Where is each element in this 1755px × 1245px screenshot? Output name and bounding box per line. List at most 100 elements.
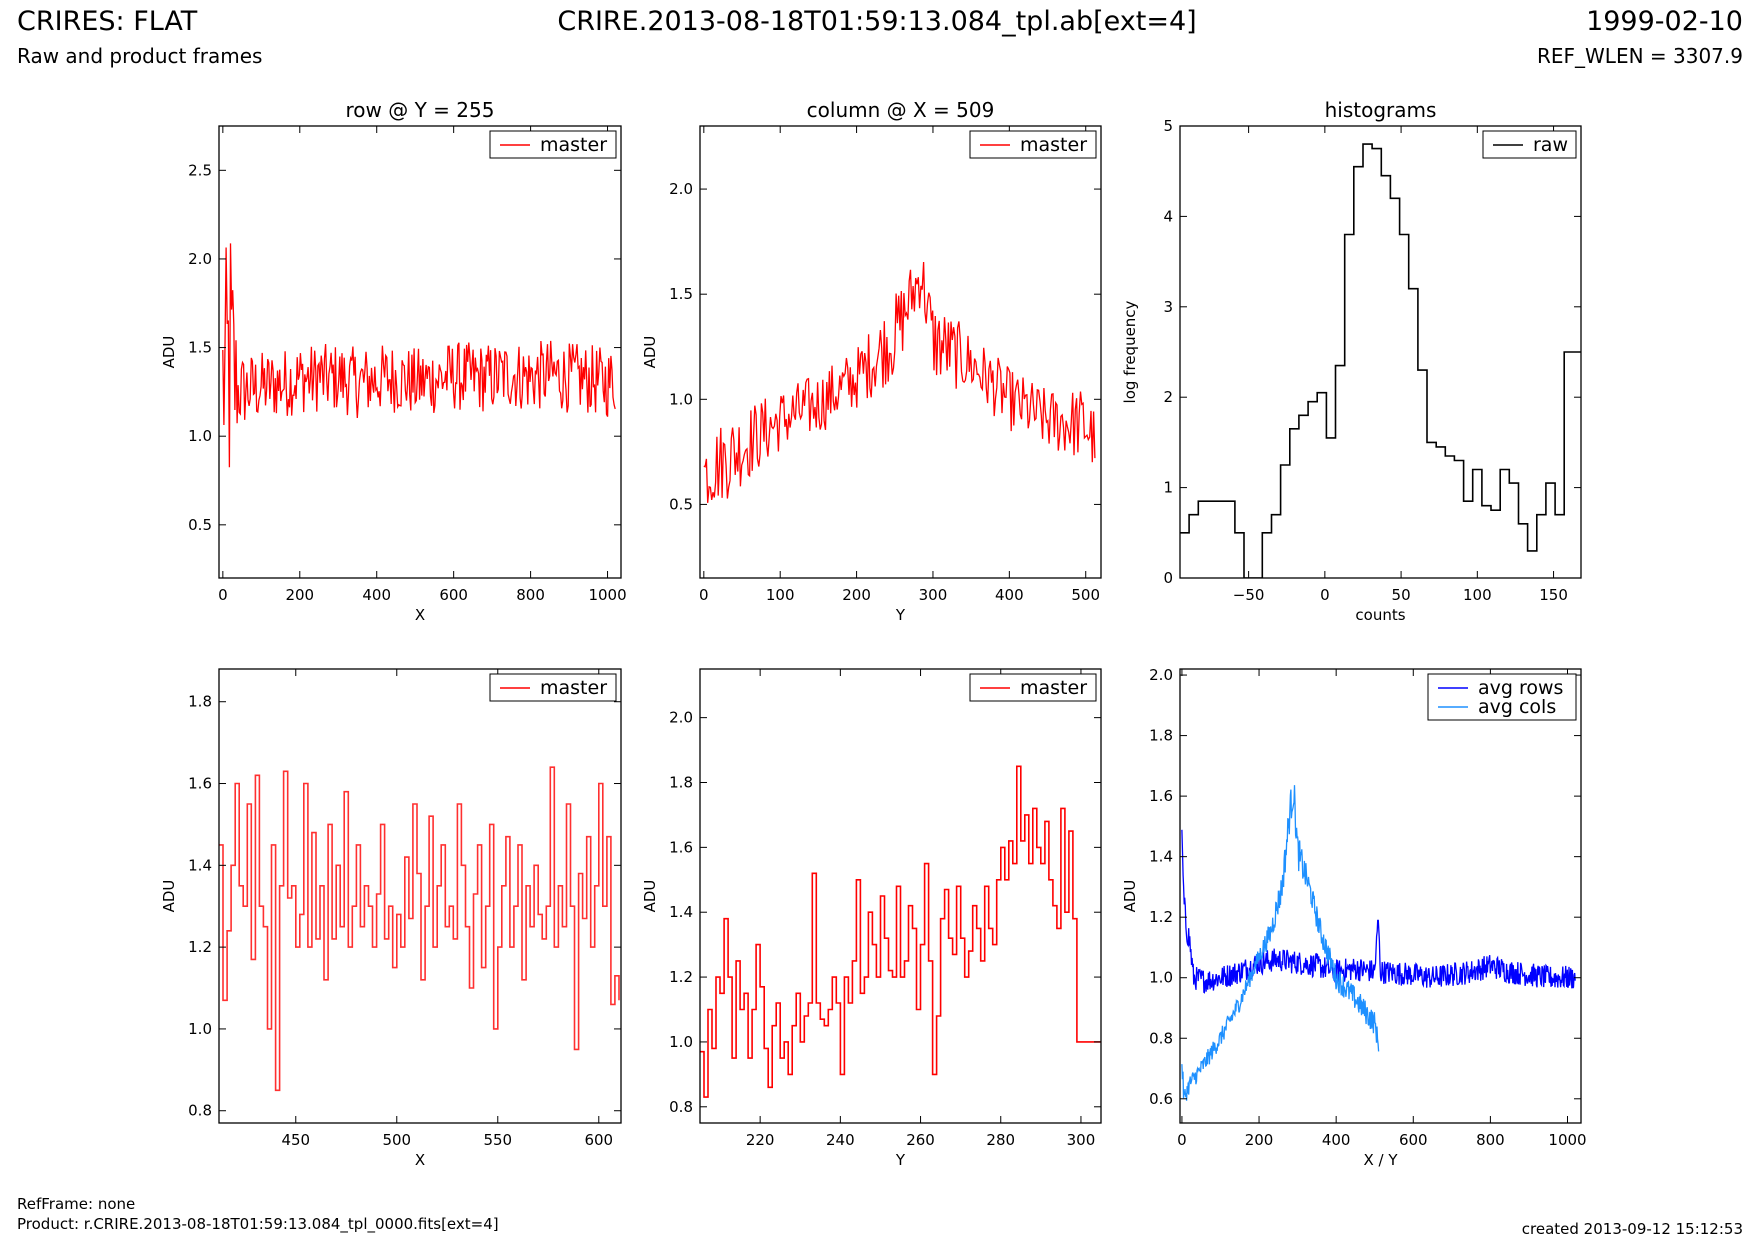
x-tick-label: 1000 — [1548, 1131, 1586, 1149]
series-line-0 — [700, 765, 1101, 1098]
series-line-0 — [703, 261, 1096, 503]
x-tick-label: 800 — [1476, 1131, 1505, 1149]
x-tick-label: 0 — [1320, 586, 1330, 604]
x-tick-label: 280 — [986, 1131, 1015, 1149]
y-tick-label: 3 — [1163, 298, 1173, 316]
y-tick-label: 1.0 — [669, 1033, 693, 1051]
x-tick-label: 300 — [919, 586, 948, 604]
report-title: CRIRES: FLAT — [17, 6, 198, 37]
x-tick-label: 100 — [1463, 586, 1492, 604]
x-tick-label: 600 — [584, 1131, 613, 1149]
x-axis-label: Y — [895, 606, 906, 624]
plot-area — [222, 243, 616, 468]
x-axis-label: X — [415, 606, 425, 624]
x-tick-label: 50 — [1392, 586, 1411, 604]
legend-box — [1427, 673, 1577, 721]
x-tick-label: 220 — [746, 1131, 775, 1149]
y-axis-label: ADU — [160, 336, 178, 369]
y-tick-label: 1.0 — [669, 390, 693, 408]
x-tick-label: 0 — [1177, 1131, 1187, 1149]
y-tick-label: 0.6 — [1149, 1090, 1173, 1108]
x-tick-label: 200 — [285, 586, 314, 604]
x-tick-label: 800 — [516, 586, 545, 604]
y-tick-label: 2 — [1163, 388, 1173, 406]
y-tick-label: 1.2 — [1149, 908, 1173, 926]
x-axis-label: X / Y — [1363, 1151, 1398, 1169]
x-tick-label: 240 — [826, 1131, 855, 1149]
refframe-label: RefFrame: none — [17, 1195, 136, 1213]
plot-frame — [699, 668, 1102, 1124]
x-tick-label: 100 — [766, 586, 795, 604]
y-tick-label: 1.8 — [669, 774, 693, 792]
x-tick-label: 1000 — [588, 586, 626, 604]
y-tick-label: 1.4 — [669, 903, 693, 921]
y-tick-label: 1.2 — [669, 968, 693, 986]
chart-title: histograms — [1325, 98, 1437, 122]
y-tick-label: 5 — [1163, 117, 1173, 135]
x-tick-label: 200 — [842, 586, 871, 604]
y-tick-label: 2.0 — [669, 180, 693, 198]
y-tick-label: 1.6 — [1149, 787, 1173, 805]
y-tick-label: 1.0 — [188, 427, 212, 445]
series-line-0 — [1180, 143, 1581, 578]
y-tick-label: 0.8 — [188, 1102, 212, 1120]
x-tick-label: −50 — [1233, 586, 1265, 604]
legend-label: master — [540, 134, 607, 156]
y-tick-label: 1.6 — [669, 838, 693, 856]
x-tick-label: 550 — [483, 1131, 512, 1149]
y-tick-label: 1.5 — [669, 285, 693, 303]
y-tick-label: 0.5 — [669, 495, 693, 513]
y-tick-label: 2.0 — [669, 709, 693, 727]
x-tick-label: 400 — [362, 586, 391, 604]
y-tick-label: 1.5 — [188, 339, 212, 357]
x-tick-label: 600 — [439, 586, 468, 604]
report-subtitle: Raw and product frames — [17, 44, 263, 68]
legend-label: avg rows — [1478, 677, 1563, 699]
y-tick-label: 1 — [1163, 479, 1173, 497]
plot-frame — [1179, 668, 1582, 1124]
x-tick-label: 500 — [1071, 586, 1100, 604]
series-line-0 — [1181, 829, 1576, 994]
y-axis-label: ADU — [641, 336, 659, 369]
x-tick-label: 300 — [1067, 1131, 1096, 1149]
plot-frame — [218, 125, 622, 579]
legend-label: raw — [1533, 134, 1568, 156]
x-tick-label: 0 — [218, 586, 228, 604]
x-axis-label: counts — [1355, 606, 1405, 624]
y-tick-label: 0.8 — [669, 1098, 693, 1116]
x-tick-label: 150 — [1539, 586, 1568, 604]
series-line-0 — [219, 766, 620, 1092]
y-axis-label: ADU — [641, 880, 659, 913]
x-tick-label: 260 — [906, 1131, 935, 1149]
product-label: Product: r.CRIRE.2013-08-18T01:59:13.084… — [17, 1215, 499, 1233]
plot-frame — [1179, 125, 1582, 579]
chart-colzoom: 220 240 260 280 300 0.8 1.0 1.2 1.4 1.6 1.8 2.0 Y ADU… — [641, 668, 1102, 1169]
legend-label: master — [1020, 134, 1087, 156]
x-tick-label: 200 — [1245, 1131, 1274, 1149]
x-tick-label: 600 — [1399, 1131, 1428, 1149]
chart-title: row @ Y = 255 — [346, 98, 495, 122]
plot-frame — [218, 668, 622, 1124]
x-tick-label: 500 — [382, 1131, 411, 1149]
chart-hist: −50 0 50 100 150 0 1 2 3 4 5 histograms counts log fr… — [1121, 98, 1582, 624]
plot-area — [700, 765, 1101, 1098]
y-tick-label: 2.5 — [188, 161, 212, 179]
y-axis-label: ADU — [160, 880, 178, 913]
x-tick-label: 450 — [281, 1131, 310, 1149]
y-tick-label: 0 — [1163, 569, 1173, 587]
chart-rowzoom: 450 500 550 600 0.8 1.0 1.2 1.4 1.6 1.8 X ADU master — [160, 668, 622, 1169]
y-tick-label: 2.0 — [188, 250, 212, 268]
y-axis-label: ADU — [1121, 880, 1139, 913]
y-axis-label: log frequency — [1121, 300, 1139, 403]
x-tick-label: 400 — [1322, 1131, 1351, 1149]
y-tick-label: 4 — [1163, 207, 1173, 225]
legend-label: avg cols — [1478, 696, 1556, 718]
y-tick-label: 0.5 — [188, 516, 212, 534]
y-tick-label: 2.0 — [1149, 666, 1173, 684]
y-tick-label: 1.8 — [1149, 727, 1173, 745]
plot-area — [219, 766, 620, 1092]
x-axis-label: Y — [895, 1151, 906, 1169]
plot-area — [1181, 785, 1576, 1101]
series-line-0 — [222, 243, 616, 468]
